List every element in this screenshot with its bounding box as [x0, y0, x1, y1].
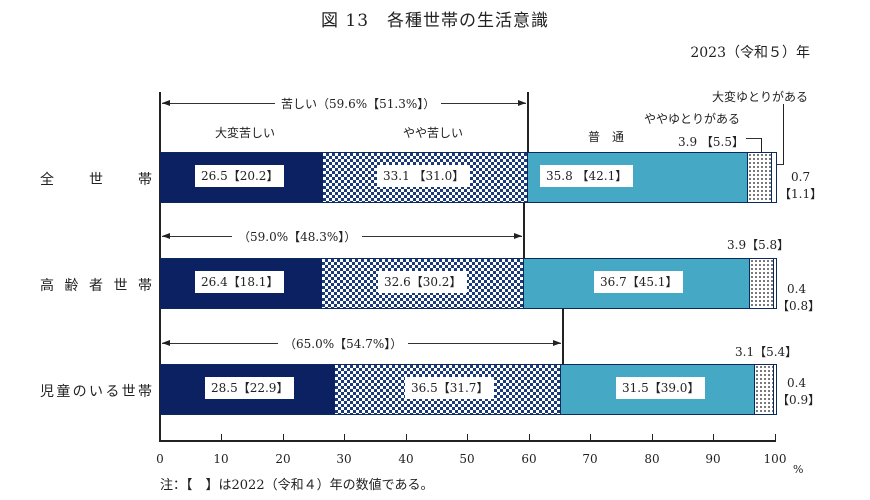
segment-taihen-yutori: [773, 259, 777, 308]
segment-yaya-yutori: [754, 365, 773, 414]
segment-yaya-kurushii: 32.6【30.2】: [322, 259, 523, 308]
x-tick: [406, 434, 407, 440]
segment-futsu: 31.5【39.0】: [560, 365, 754, 414]
arrow-left-icon: [162, 100, 170, 106]
value-label: 26.5【20.2】: [195, 165, 285, 187]
category-label-yaya-kurushii: やや苦しい: [403, 126, 464, 140]
segment-taihen-yutori: [773, 365, 777, 414]
value-label-taihen-yutori-prev: 【0.9】: [777, 393, 821, 407]
value-label: 28.5【22.9】: [205, 377, 295, 399]
span-end-line: [562, 309, 564, 365]
x-tick-label: 70: [582, 452, 598, 466]
segment-taihen-kurushii: 28.5【22.9】: [160, 365, 335, 414]
x-tick-label: 80: [644, 452, 660, 466]
arrow-left-icon: [162, 233, 170, 239]
bar-all-households: 26.5【20.2】 33.1 【31.0】 35.8 【42.1】: [160, 152, 777, 203]
value-label-yaya-yutori: 3.9 【5.5】: [678, 135, 744, 149]
x-tick-label: 0: [156, 452, 164, 466]
category-label-futsu: 普 通: [588, 130, 625, 144]
leader-line: [783, 104, 784, 164]
category-label-taihen-kurushii: 大変苦しい: [215, 126, 276, 140]
arrow-right-icon: [553, 340, 561, 346]
row-label-all-households: 全 世 帯: [40, 172, 152, 188]
span-label: （65.0%【54.7%】）: [278, 335, 409, 352]
x-tick: [652, 434, 653, 440]
value-label-yaya-yutori: 3.9【5.8】: [727, 238, 790, 252]
arrow-right-icon: [518, 100, 526, 106]
x-axis-line: [159, 440, 776, 442]
value-label-taihen-yutori: 0.4: [787, 376, 807, 390]
span-end-line: [523, 203, 525, 259]
category-label-yaya-yutori: ややゆとりがある: [644, 112, 741, 126]
x-tick-label: 100: [763, 452, 787, 466]
x-tick: [529, 434, 530, 440]
x-tick-label: 30: [336, 452, 352, 466]
segment-taihen-kurushii: 26.4【18.1】: [160, 259, 322, 308]
segment-yaya-yutori: [749, 259, 773, 308]
leader-line: [746, 138, 762, 139]
segment-taihen-kurushii: 26.5【20.2】: [160, 153, 323, 202]
value-label-taihen-yutori-prev: 【1.1】: [779, 187, 823, 201]
value-label: 36.7【45.1】: [594, 271, 684, 293]
x-tick: [283, 434, 284, 440]
segment-taihen-yutori: [771, 153, 777, 202]
year-label: 2023（令和５）年: [690, 45, 810, 61]
x-axis-unit: %: [793, 463, 804, 476]
value-label: 26.4【18.1】: [195, 271, 285, 293]
segment-yaya-kurushii: 36.5【31.7】: [335, 365, 560, 414]
arrow-right-icon: [514, 233, 522, 239]
chart-title: 図 13 各種世帯の生活意識: [320, 11, 550, 31]
row-label-elderly-households: 高齢者世帯: [40, 278, 152, 294]
category-label-taihen-yutori: 大変ゆとりがある: [712, 90, 809, 104]
row-label-households-with-children: 児童のいる世帯: [40, 384, 152, 400]
x-tick-label: 40: [398, 452, 414, 466]
x-tick: [344, 434, 345, 440]
bar-elderly-households: 26.4【18.1】 32.6【30.2】 36.7【45.1】: [160, 258, 777, 309]
segment-futsu: 36.7【45.1】: [523, 259, 749, 308]
span-label: （59.0%【48.3%】）: [232, 228, 363, 245]
value-label-yaya-yutori: 3.1【5.4】: [735, 345, 798, 359]
leader-line: [777, 164, 784, 165]
value-label-taihen-yutori-prev: 【0.8】: [777, 299, 821, 313]
leader-line: [761, 138, 762, 152]
footnote: 注：【 】は2022（令和４）年の数値である。: [160, 478, 434, 493]
x-tick: [775, 434, 776, 440]
x-tick: [467, 434, 468, 440]
kurushii-span-end-line: [527, 92, 529, 152]
arrow-left-icon: [162, 340, 170, 346]
segment-yaya-yutori: [747, 153, 771, 202]
value-label: 31.5【39.0】: [616, 377, 706, 399]
segment-futsu: 35.8 【42.1】: [527, 153, 747, 202]
value-label: 32.6【30.2】: [378, 271, 468, 293]
value-label: 35.8 【42.1】: [540, 165, 634, 187]
x-tick-label: 60: [521, 452, 537, 466]
value-label-taihen-yutori: 0.4: [787, 282, 807, 296]
x-tick: [590, 434, 591, 440]
kurushii-span-label: 苦しい（59.6%【51.3%】）: [275, 95, 442, 112]
value-label: 33.1 【31.0】: [377, 165, 471, 187]
x-tick: [221, 434, 222, 440]
value-label-taihen-yutori: 0.7: [791, 170, 811, 184]
x-tick-label: 20: [275, 452, 291, 466]
bar-households-with-children: 28.5【22.9】 36.5【31.7】 31.5【39.0】: [160, 364, 777, 415]
x-tick-label: 90: [705, 452, 721, 466]
x-tick: [713, 434, 714, 440]
value-label: 36.5【31.7】: [405, 377, 495, 399]
x-tick-label: 50: [459, 452, 475, 466]
x-tick-label: 10: [213, 452, 229, 466]
segment-yaya-kurushii: 33.1 【31.0】: [323, 153, 527, 202]
